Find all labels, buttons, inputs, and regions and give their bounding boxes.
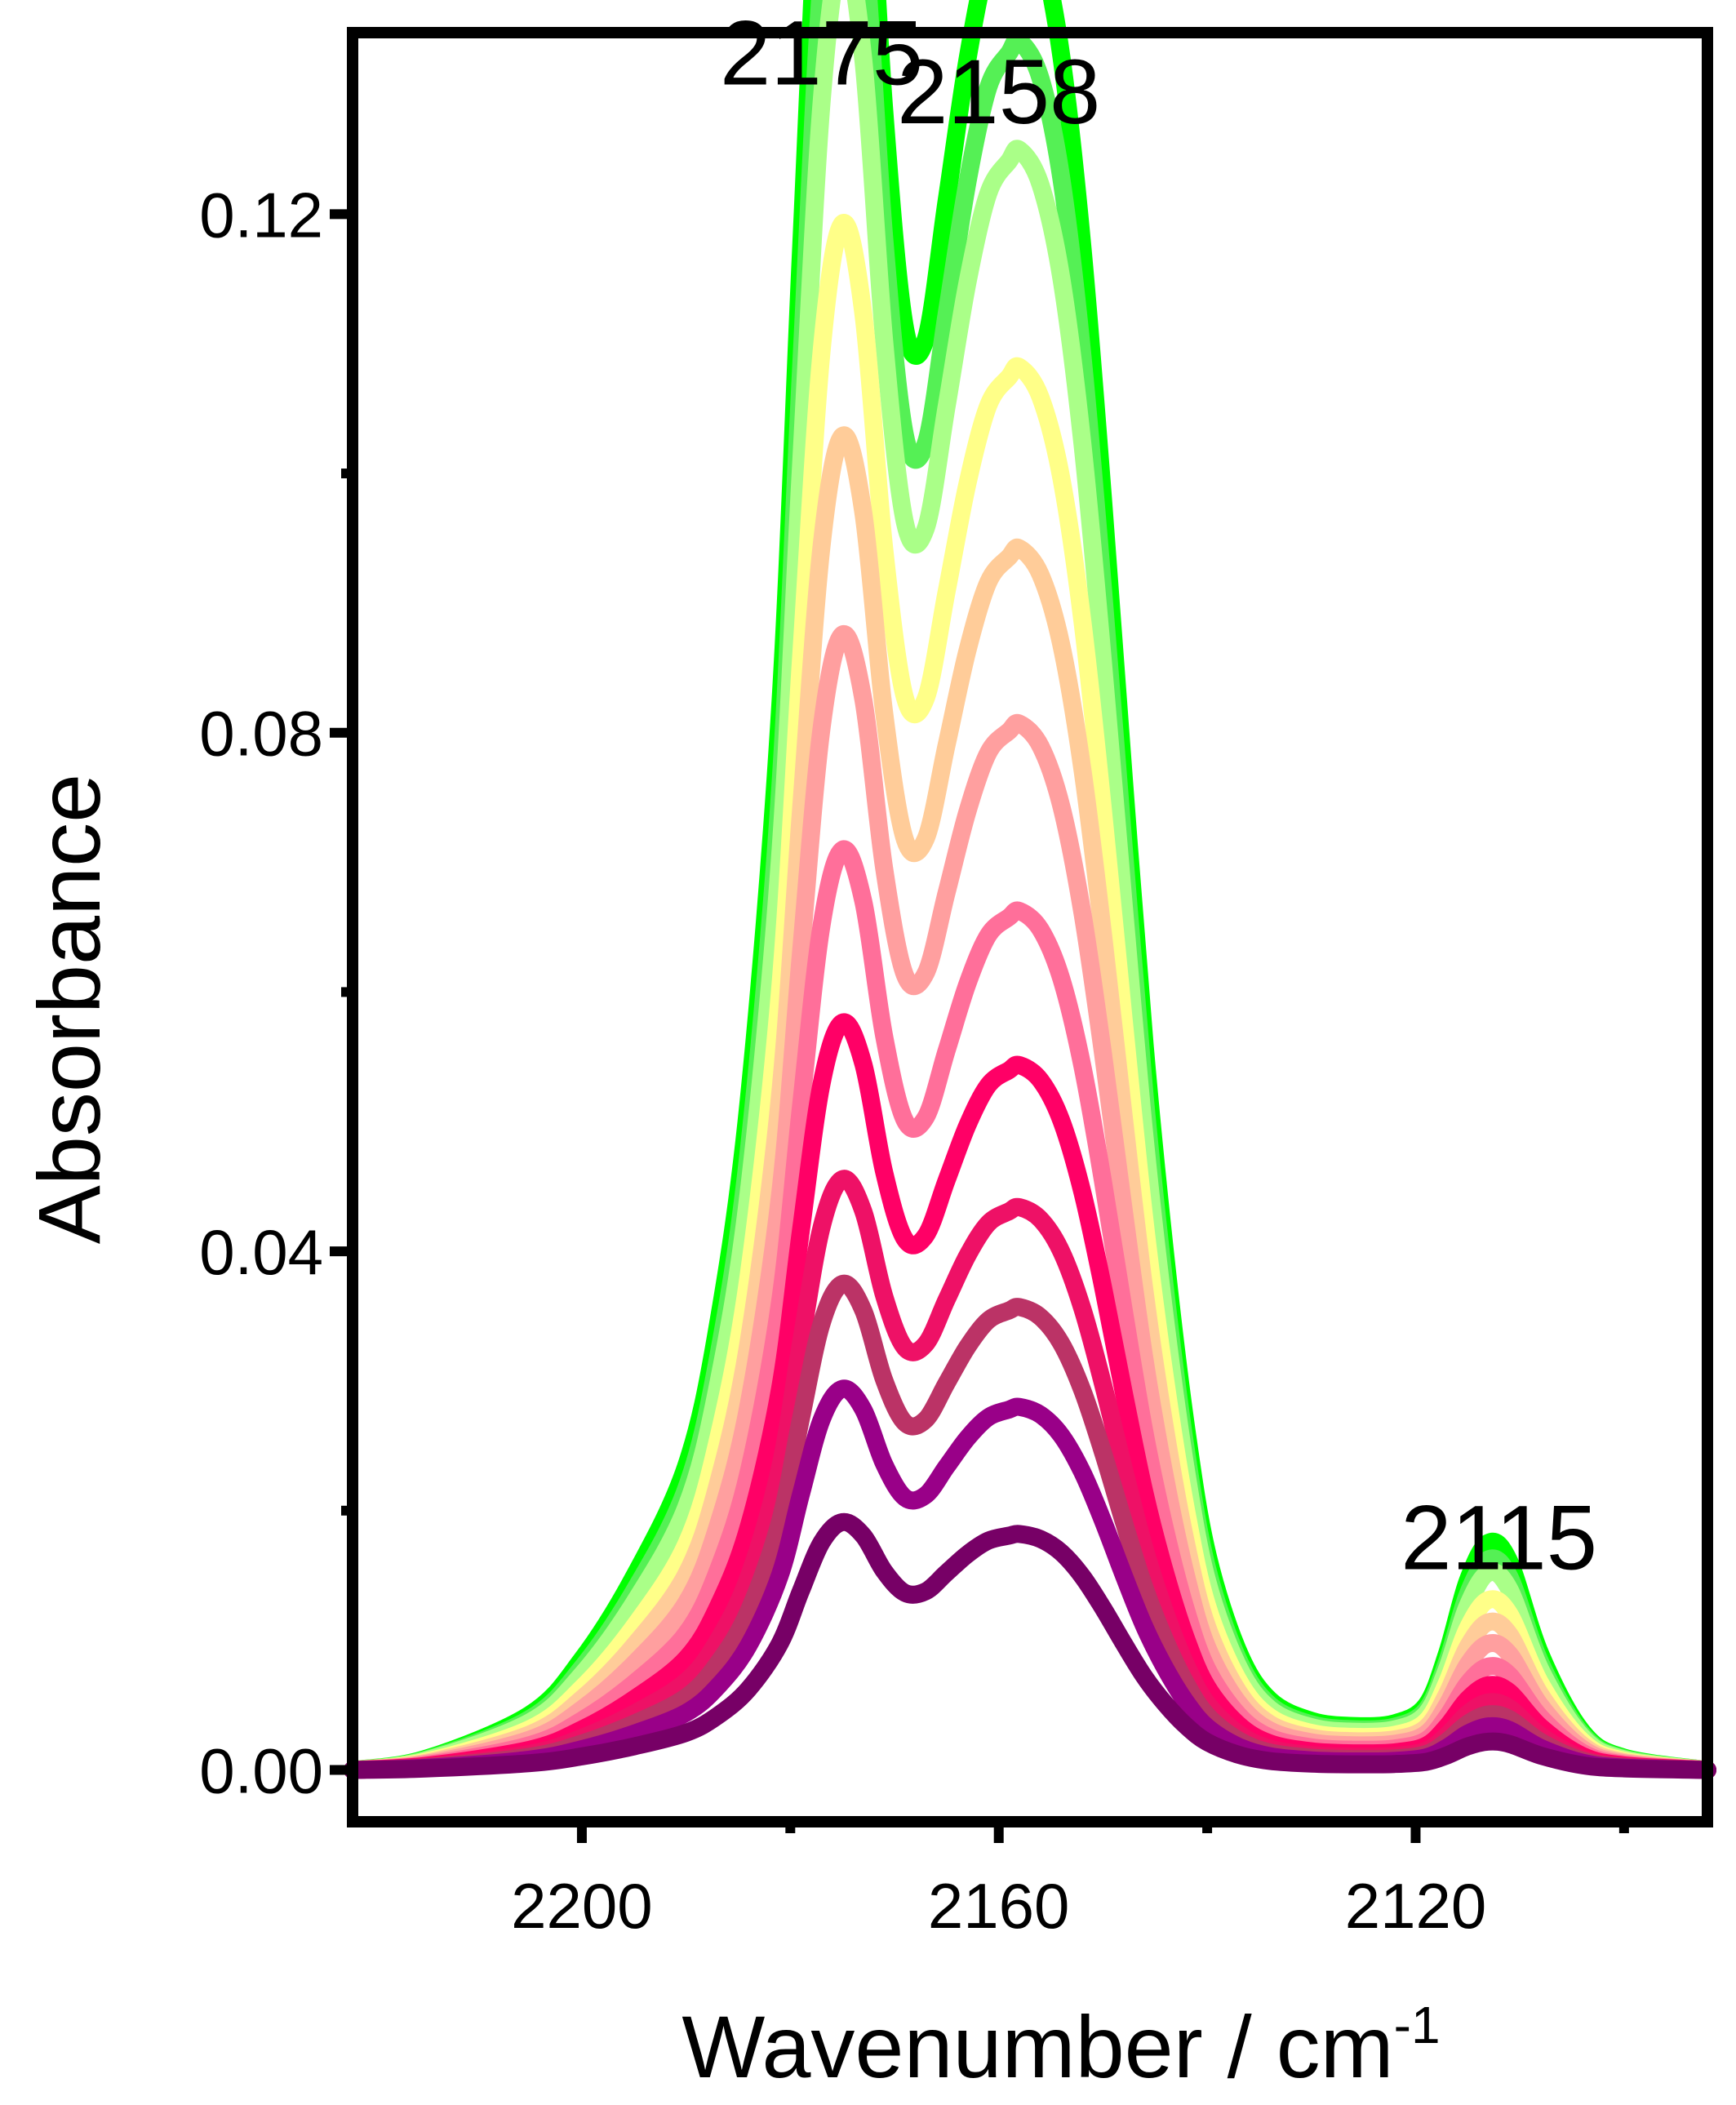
x-tick-label: 2200 <box>511 1870 653 1942</box>
x-axis-title-main: Wavenumber / cm <box>682 1997 1393 2096</box>
x-axis-title-superscript: -1 <box>1394 1996 1441 2054</box>
x-tick-label: 2120 <box>1345 1870 1487 1942</box>
plot-frame <box>347 27 1713 1827</box>
peak-label-2158: 2158 <box>897 41 1100 143</box>
x-tick-label: 2160 <box>928 1870 1070 1942</box>
x-axis-title: Wavenumber / cm-1 <box>682 1996 1440 2096</box>
y-axis: 0.00 0.04 0.08 0.12 <box>199 179 353 1806</box>
y-axis-title: Absorbance <box>20 774 118 1244</box>
series-line-12 <box>344 1512 1716 1779</box>
x-axis: 2200 2160 2120 <box>511 1822 1629 1942</box>
series-group <box>344 0 1716 1779</box>
y-tick-label: 0.04 <box>199 1216 323 1288</box>
y-tick-label: 0.00 <box>199 1734 323 1806</box>
peak-label-2175: 2175 <box>720 2 923 104</box>
peak-label-2115: 2115 <box>1401 1486 1597 1588</box>
y-tick-label: 0.12 <box>199 179 323 251</box>
y-tick-label: 0.08 <box>199 698 323 770</box>
